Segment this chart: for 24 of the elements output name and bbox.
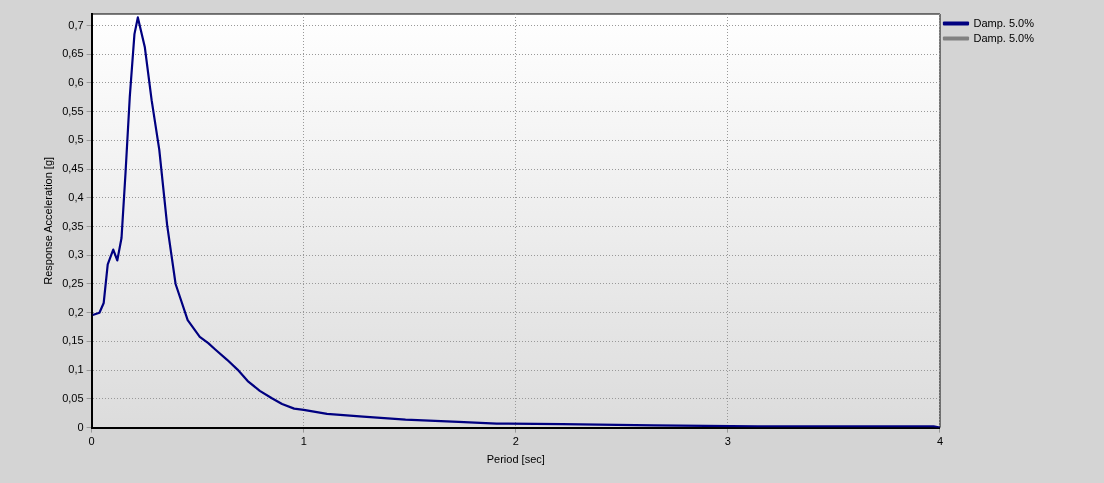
y-tick-label: 0,4 (68, 190, 84, 203)
y-tick-label: 0,6 (68, 75, 84, 88)
y-axis-title: Response Acceleration [g] (41, 156, 54, 285)
x-tick-label: 2 (512, 435, 519, 448)
x-axis-title: Period [sec] (486, 453, 545, 466)
y-tick-label: 0,05 (62, 391, 84, 404)
y-tick-label: 0,55 (62, 104, 84, 117)
y-tick-label: 0,65 (62, 47, 84, 60)
legend-label: Damp. 5.0% (973, 16, 1035, 29)
y-tick-label: 0,2 (68, 305, 84, 318)
x-tick-label: 4 (936, 435, 944, 448)
x-tick-label: 3 (724, 435, 731, 448)
y-tick-label: 0,35 (62, 219, 84, 232)
x-tick-label: 1 (300, 435, 307, 448)
legend-label: Damp. 5.0% (973, 31, 1035, 44)
y-tick-label: 0 (77, 420, 84, 433)
y-tick-label: 0,5 (68, 133, 84, 146)
y-tick-label: 0,25 (62, 277, 84, 290)
y-tick-label: 0,1 (68, 363, 84, 376)
y-tick-label: 0,3 (68, 248, 84, 261)
y-tick-label: 0,15 (62, 334, 84, 347)
x-tick-label: 0 (88, 435, 95, 448)
y-tick-label: 0,45 (62, 162, 84, 175)
y-tick-label: 0,7 (68, 18, 84, 31)
